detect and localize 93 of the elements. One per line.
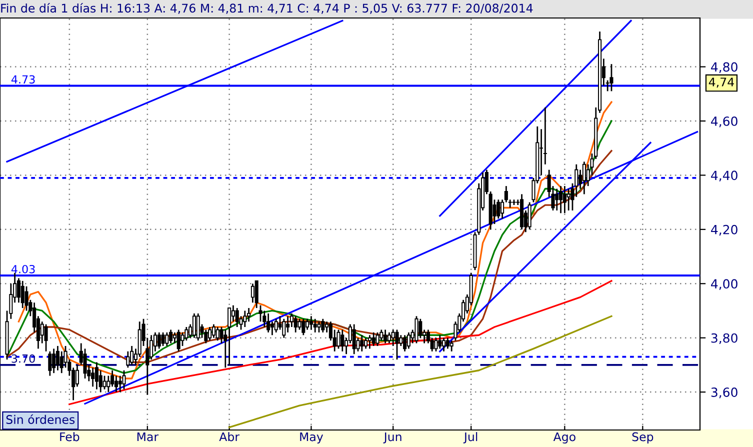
candlestick bbox=[75, 364, 79, 388]
y-tick-label: 3,60 bbox=[711, 388, 738, 398]
candlestick bbox=[352, 324, 356, 355]
y-tick-label: 4,00 bbox=[711, 279, 738, 290]
candlestick bbox=[176, 329, 180, 352]
candlestick bbox=[161, 332, 165, 347]
candlestick bbox=[102, 375, 106, 390]
candlestick bbox=[130, 345, 134, 366]
y-tick-label: 3,80 bbox=[711, 333, 738, 344]
candlestick bbox=[309, 315, 313, 330]
candlestick bbox=[372, 332, 376, 347]
candlestick bbox=[250, 282, 254, 304]
candlestick bbox=[235, 307, 239, 328]
candlestick bbox=[582, 160, 586, 195]
line-series bbox=[228, 315, 612, 428]
candlestick bbox=[340, 329, 344, 352]
candlestick bbox=[364, 337, 368, 350]
x-tick-label: Jun bbox=[383, 432, 402, 444]
candlestick bbox=[399, 334, 403, 347]
candlestick bbox=[450, 340, 454, 352]
candlestick bbox=[376, 332, 380, 347]
candlestick bbox=[122, 370, 126, 390]
candlestick bbox=[446, 337, 450, 350]
x-tick-label: Ago bbox=[553, 432, 576, 444]
candlestick bbox=[317, 320, 321, 334]
candlestick bbox=[20, 280, 24, 309]
candlestick bbox=[157, 332, 161, 350]
candlestick bbox=[555, 188, 559, 212]
candlestick bbox=[266, 312, 270, 334]
ref-line-label: 4.73 bbox=[11, 75, 35, 84]
candlestick bbox=[52, 348, 56, 374]
x-tick-label: Feb bbox=[60, 432, 80, 442]
candlestick bbox=[48, 350, 52, 376]
candlestick bbox=[384, 329, 388, 344]
candlestick bbox=[216, 326, 220, 342]
candlestick bbox=[434, 337, 438, 352]
candlestick bbox=[243, 310, 247, 328]
candlestick bbox=[196, 312, 200, 342]
candlestick bbox=[165, 332, 169, 347]
candlestick bbox=[566, 188, 570, 212]
x-tick-label: Abr bbox=[219, 432, 240, 442]
y-tick-label: 4,20 bbox=[711, 224, 738, 236]
ref-line-label: 3.70 bbox=[12, 354, 35, 363]
candlestick bbox=[336, 329, 340, 350]
candlestick bbox=[208, 326, 212, 342]
candlestick bbox=[228, 307, 232, 366]
candlestick bbox=[562, 185, 566, 214]
candlestick bbox=[274, 318, 278, 334]
candlestick bbox=[294, 315, 298, 334]
candlestick bbox=[387, 332, 391, 344]
candlestick bbox=[442, 337, 446, 352]
text: 4,74 bbox=[708, 78, 734, 88]
annotation: Sin órdenes bbox=[6, 414, 75, 424]
candlestick bbox=[286, 315, 290, 334]
candlestick bbox=[306, 318, 310, 330]
candlestick bbox=[118, 375, 122, 393]
candlestick bbox=[56, 345, 60, 372]
candlestick bbox=[321, 318, 325, 334]
candlestick bbox=[395, 329, 399, 360]
candlestick bbox=[212, 324, 216, 339]
x-tick-label: Jul bbox=[463, 432, 478, 444]
y-tick-label: 4,80 bbox=[711, 62, 738, 73]
candlestick bbox=[270, 320, 274, 336]
y-tick-label: 4,40 bbox=[711, 170, 738, 182]
x-tick-label: Sep bbox=[632, 432, 654, 444]
candlestick bbox=[302, 318, 306, 336]
candlestick bbox=[224, 329, 228, 368]
candlestick bbox=[94, 362, 98, 390]
candlestick bbox=[406, 332, 410, 350]
candlestick bbox=[360, 334, 364, 352]
candlestick bbox=[610, 63, 614, 92]
candlestick bbox=[414, 315, 418, 344]
candlestick bbox=[282, 318, 286, 339]
candlestick bbox=[298, 318, 302, 330]
candlestick bbox=[438, 334, 442, 350]
line-series bbox=[68, 280, 612, 406]
x-tick-label: May bbox=[300, 432, 324, 444]
ref-line-label: 4.03 bbox=[11, 264, 35, 274]
x-tick-label: Mar bbox=[137, 432, 159, 442]
candlestick bbox=[254, 280, 258, 309]
candlestick bbox=[559, 185, 563, 214]
candlestick bbox=[83, 348, 87, 380]
candlestick bbox=[313, 318, 317, 334]
candlestick bbox=[368, 334, 372, 350]
candlestick bbox=[403, 334, 407, 352]
y-tick-label: 4,60 bbox=[711, 116, 738, 128]
candlestick bbox=[44, 324, 48, 352]
chart-title: Fin de día 1 días H: 16:13 A: 4,76 M: 4,81 m: 4,71 C: 4,74 P : 5,05 V: 63.777 F: 20/08/2014 bbox=[1, 3, 533, 14]
candlestick bbox=[391, 329, 395, 347]
candlestick bbox=[169, 329, 173, 344]
candlestick bbox=[528, 202, 532, 230]
candlestick bbox=[91, 366, 95, 388]
candlestick bbox=[192, 312, 196, 339]
